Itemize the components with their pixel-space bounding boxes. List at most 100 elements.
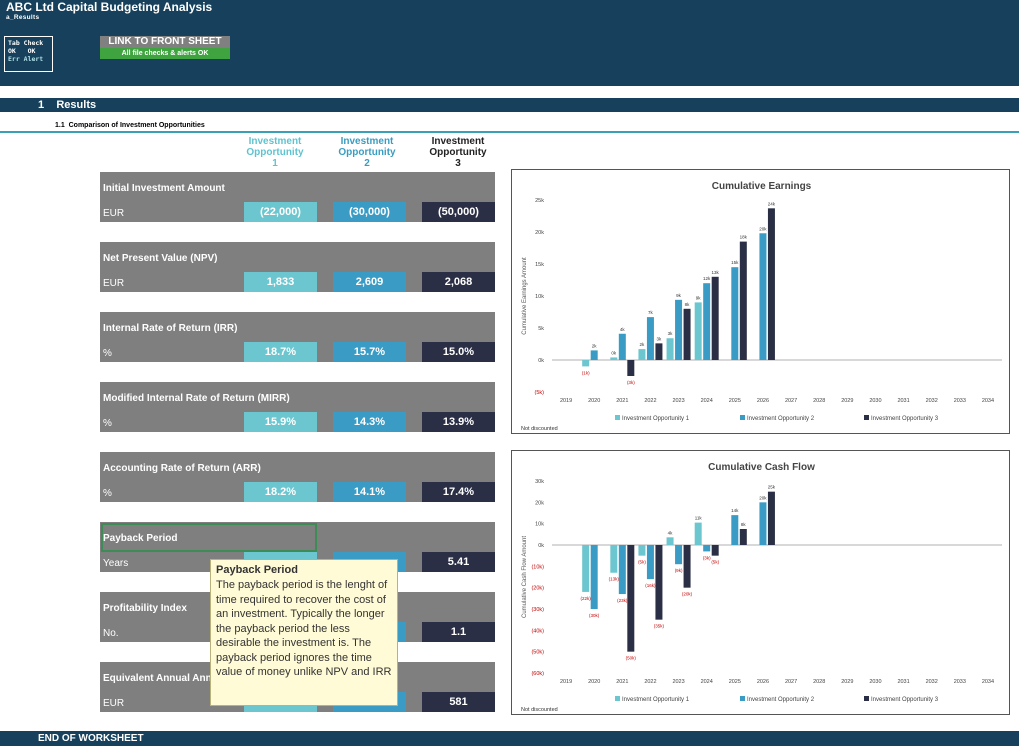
metric-arr: Accounting Rate of Return (ARR) % 18.2% … — [100, 452, 495, 502]
x-tick-label: 2024 — [701, 679, 713, 685]
metric-unit: % — [103, 418, 112, 429]
y-tick-label: 5k — [538, 326, 544, 332]
column-header-opportunity-2: Investment Opportunity 2 — [330, 136, 404, 169]
y-tick-label: 15k — [535, 262, 544, 268]
metric-label: Accounting Rate of Return (ARR) — [103, 463, 261, 474]
y-tick-label: (30k) — [531, 607, 544, 613]
data-label: (50k) — [626, 656, 637, 661]
link-to-front-sheet-button[interactable]: LINK TO FRONT SHEET — [100, 36, 230, 48]
bar-3-2026 — [767, 208, 775, 360]
bar-2-2026 — [759, 502, 767, 545]
col-head-line: 3 — [455, 158, 461, 169]
metric-label: Net Present Value (NPV) — [103, 253, 218, 264]
legend-label-3: Investment Opportunity 3 — [871, 416, 939, 422]
y-tick-label: 20k — [535, 500, 544, 506]
metric-value-3[interactable]: 15.0% — [422, 342, 495, 362]
x-tick-label: 2027 — [785, 398, 797, 404]
metric-value-1[interactable]: 15.9% — [244, 412, 317, 432]
x-tick-label: 2025 — [729, 679, 741, 685]
bar-3-2026 — [767, 491, 775, 545]
data-label: (5k) — [711, 560, 719, 565]
legend-swatch-1 — [615, 696, 620, 701]
metric-value-3[interactable]: 1.1 — [422, 622, 495, 642]
y-tick-label: 10k — [535, 522, 544, 528]
data-label: (1k) — [582, 370, 590, 375]
legend-swatch-3 — [864, 415, 869, 420]
data-label: 15k — [731, 260, 739, 265]
metric-value-3[interactable]: 13.9% — [422, 412, 495, 432]
legend-label-1: Investment Opportunity 1 — [622, 697, 690, 703]
chart-title: Cumulative Cash Flow — [708, 462, 815, 473]
metric-unit: % — [103, 488, 112, 499]
metric-value-2[interactable]: 14.1% — [333, 482, 406, 502]
metric-value-1[interactable]: 18.7% — [244, 342, 317, 362]
metric-label: Internal Rate of Return (IRR) — [103, 323, 238, 334]
data-label: 7k — [648, 310, 654, 315]
x-tick-label: 2023 — [672, 679, 684, 685]
metric-value-3[interactable]: 2,068 — [422, 272, 495, 292]
x-tick-label: 2024 — [701, 398, 713, 404]
metric-unit: EUR — [103, 698, 125, 709]
x-tick-label: 2028 — [813, 398, 825, 404]
metric-value-1[interactable]: (22,000) — [244, 202, 317, 222]
data-label: 4k — [668, 530, 674, 535]
data-label: (20k) — [682, 592, 693, 597]
x-tick-label: 2029 — [841, 679, 853, 685]
data-label: 13k — [712, 270, 720, 275]
metric-value-1[interactable]: 18.2% — [244, 482, 317, 502]
not-discounted-note: Not discounted — [521, 426, 558, 432]
metric-value-3[interactable]: (50,000) — [422, 202, 495, 222]
metric-irr: Internal Rate of Return (IRR) % 18.7% 15… — [100, 312, 495, 362]
end-of-worksheet-label: END OF WORKSHEET — [38, 733, 144, 744]
data-label: 20k — [759, 226, 767, 231]
bar-3-2024 — [711, 276, 719, 360]
chart-cumulative-earnings[interactable]: Cumulative Earnings Cumulative Earnings A… — [511, 169, 1010, 434]
chart-cumulative-cash-flow[interactable]: Cumulative Cash Flow Cumulative Cash Flow… — [511, 450, 1010, 715]
cumulative-earnings-svg: Cumulative Earnings Cumulative Earnings A… — [521, 181, 1002, 432]
y-tick-label: 25k — [535, 198, 544, 204]
subsection-number: 1.1 — [55, 122, 65, 129]
data-label: (3k) — [627, 380, 635, 385]
x-tick-label: 2030 — [869, 679, 881, 685]
subsection-divider — [0, 131, 1019, 133]
metric-label: Payback Period — [103, 533, 178, 544]
bar-1-2020 — [582, 545, 590, 592]
bar-3-2022 — [655, 343, 663, 360]
legend-label-3: Investment Opportunity 3 — [871, 697, 939, 703]
metric-value-3[interactable]: 5.41 — [422, 552, 495, 572]
bar-2-2021 — [618, 545, 626, 595]
selected-cell-outline[interactable] — [101, 523, 317, 552]
bar-2-2020 — [590, 350, 598, 360]
y-tick-label: (10k) — [531, 564, 544, 570]
metric-value-2[interactable]: 14.3% — [333, 412, 406, 432]
col-head-line: Investment — [248, 136, 302, 147]
bar-2-2024 — [703, 545, 711, 552]
metric-unit: Years — [103, 558, 129, 569]
metric-value-3[interactable]: 581 — [422, 692, 495, 712]
legend-swatch-3 — [864, 696, 869, 701]
chart-title: Cumulative Earnings — [712, 181, 812, 192]
legend-label-1: Investment Opportunity 1 — [622, 416, 690, 422]
cumulative-cash-flow-svg: Cumulative Cash Flow Cumulative Cash Flow… — [521, 462, 1002, 713]
data-label: (9k) — [675, 568, 683, 573]
x-tick-label: 2020 — [588, 679, 600, 685]
x-tick-label: 2030 — [869, 398, 881, 404]
end-of-worksheet-bar: END OF WORKSHEET — [0, 731, 1019, 746]
metric-value-1[interactable]: 1,833 — [244, 272, 317, 292]
bar-2-2022 — [646, 545, 654, 580]
not-discounted-note: Not discounted — [521, 707, 558, 713]
metric-value-2[interactable]: 2,609 — [333, 272, 406, 292]
data-label: (5k) — [638, 560, 646, 565]
x-tick-label: 2026 — [757, 398, 769, 404]
metric-value-2[interactable]: (30,000) — [333, 202, 406, 222]
y-tick-label: 0k — [538, 358, 544, 364]
x-tick-label: 2034 — [982, 679, 994, 685]
metric-value-2[interactable]: 15.7% — [333, 342, 406, 362]
data-label: (35k) — [654, 624, 665, 629]
y-tick-label: (60k) — [531, 671, 544, 677]
data-label: 0k — [611, 350, 617, 355]
bar-1-2023 — [666, 338, 674, 360]
subsection-title: Comparison of Investment Opportunities — [68, 122, 205, 129]
metric-value-3[interactable]: 17.4% — [422, 482, 495, 502]
bar-3-2022 — [655, 545, 663, 620]
